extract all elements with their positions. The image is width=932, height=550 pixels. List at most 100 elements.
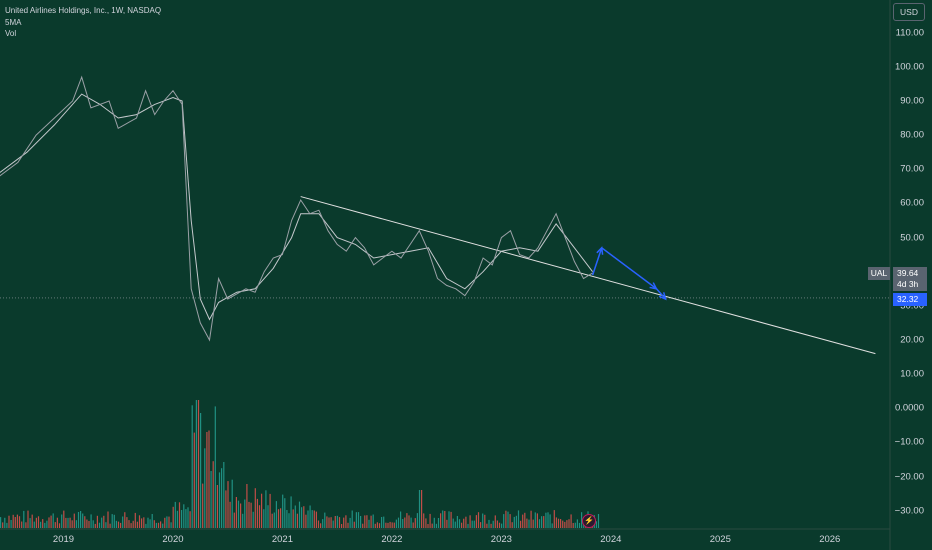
volume-bar: [214, 406, 216, 528]
volume-bar: [69, 517, 71, 528]
volume-bar: [145, 523, 147, 528]
volume-bar: [96, 515, 98, 528]
volume-bar: [103, 515, 105, 528]
volume-bar: [143, 517, 145, 528]
volume-legend-label: Vol: [5, 29, 17, 38]
volume-bar: [378, 523, 381, 528]
volume-bar: [397, 517, 400, 528]
volume-bar: [292, 509, 294, 528]
ma-5-line: [0, 93, 593, 321]
volume-bar: [256, 498, 258, 528]
volume-bar: [490, 523, 492, 528]
volume-bar: [366, 515, 368, 528]
volume-bar: [351, 510, 353, 528]
volume-bar: [296, 513, 298, 528]
volume-bar: [4, 517, 6, 528]
volume-bar: [536, 513, 538, 528]
volume-bar: [284, 498, 286, 528]
volume-bar: [185, 509, 187, 528]
forecast-arrows[interactable]: [591, 246, 667, 301]
forecast-arrow[interactable]: [601, 247, 657, 290]
volume-bar: [494, 515, 496, 528]
volume-bar: [151, 514, 153, 528]
volume-bar: [437, 518, 440, 528]
volume-bar: [553, 510, 555, 528]
volume-bar: [147, 517, 149, 528]
volume-bar: [303, 506, 305, 528]
volume-bar: [12, 514, 14, 528]
volume-bar: [122, 516, 124, 528]
volume-bar: [395, 519, 397, 528]
volume-bar: [307, 510, 309, 528]
volume-bar: [515, 515, 517, 528]
volume-bar: [193, 432, 195, 528]
volume-bar: [374, 523, 376, 528]
volume-bar: [305, 514, 307, 528]
volume-bar: [532, 519, 534, 528]
volume-bar: [265, 490, 267, 528]
time-tick-label: 2025: [709, 534, 731, 545]
price-tick-label: 10.00: [900, 368, 924, 380]
volume-bar: [431, 523, 433, 528]
volume-bar: [197, 400, 200, 528]
volume-bar: [458, 519, 461, 528]
volume-bar: [311, 510, 313, 528]
volume-bar: [574, 522, 576, 528]
volume-bar: [124, 512, 126, 528]
volume-bar: [77, 512, 80, 528]
volume-bar: [258, 505, 261, 528]
volume-bar: [178, 502, 181, 528]
volume-bar: [189, 511, 191, 528]
volume-bar: [56, 517, 58, 528]
volume-bar: [269, 493, 271, 528]
volume-bar: [294, 505, 296, 528]
volume-bar: [322, 519, 324, 528]
volume-bar: [343, 517, 345, 528]
volume-bar: [120, 522, 122, 528]
volume-bar: [370, 515, 372, 528]
volume-bar: [465, 516, 467, 528]
volume-bar: [48, 517, 50, 528]
volume-bar: [63, 510, 65, 528]
volume-bar: [248, 501, 250, 528]
volume-bar: [414, 518, 416, 528]
volume-bar: [433, 517, 435, 528]
volume-bar: [229, 501, 231, 528]
volume-bar: [564, 521, 566, 528]
volume-bar: [155, 522, 157, 528]
volume-bar: [538, 519, 541, 528]
volume-bar: [2, 522, 4, 528]
price-tick-label: 110.00: [895, 27, 924, 39]
volume-bar: [107, 511, 109, 528]
volume-bar: [80, 511, 82, 528]
volume-bar: [50, 515, 52, 528]
volume-bar: [273, 512, 275, 528]
volume-bar: [448, 511, 450, 528]
lightning-icon[interactable]: ⚡: [582, 514, 596, 528]
volume-bar: [40, 521, 42, 528]
volume-bar: [221, 468, 223, 528]
volume-bar: [75, 520, 77, 528]
volume-bar: [67, 517, 69, 528]
volume-bar: [153, 520, 155, 528]
volume-bar: [389, 521, 391, 528]
volume-bar: [560, 519, 562, 528]
forecast-arrow[interactable]: [655, 288, 667, 300]
volume-bar: [524, 512, 526, 528]
price-tick-label: 90.00: [900, 95, 924, 107]
forecast-arrow[interactable]: [591, 247, 603, 276]
volume-bar: [162, 523, 164, 528]
volume-bar: [503, 514, 505, 528]
volume-bar: [6, 522, 8, 528]
volume-bar: [482, 513, 484, 528]
volume-bar: [246, 484, 248, 528]
volume-bar: [157, 522, 160, 528]
currency-button[interactable]: USD: [893, 3, 925, 21]
volume-bar: [562, 520, 564, 528]
volume-bar: [58, 523, 61, 528]
volume-bar: [88, 521, 90, 528]
volume-bar: [73, 513, 75, 528]
volume-bar: [160, 521, 162, 528]
volume-bar: [412, 522, 414, 528]
